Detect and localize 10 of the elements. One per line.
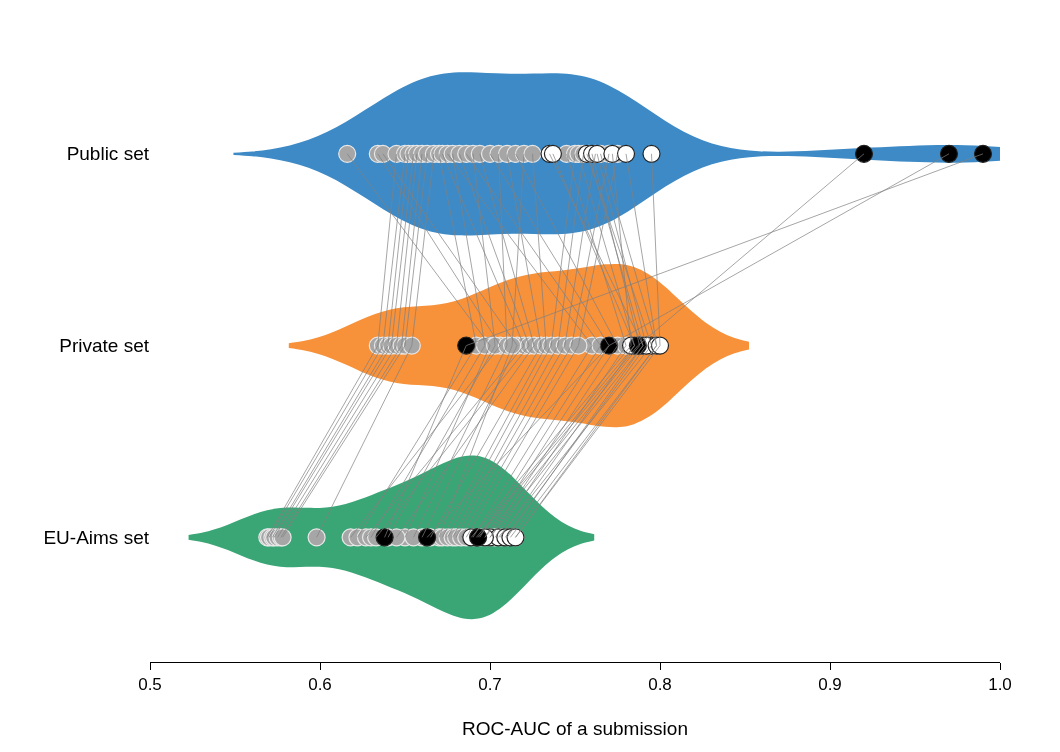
x-axis-title: ROC-AUC of a submission: [462, 718, 688, 740]
x-tick-label: 0.5: [138, 675, 162, 695]
y-tick-label: EU-Aims set: [43, 527, 150, 548]
y-tick-label: Public set: [66, 143, 150, 165]
x-tick-label: 0.8: [648, 675, 672, 695]
y-tick-label: Private set: [59, 335, 150, 357]
x-tick-label: 0.9: [818, 675, 842, 695]
x-tick-label: 1.0: [988, 675, 1012, 695]
x-tick-label: 0.7: [478, 675, 502, 695]
x-tick-label: 0.6: [308, 675, 332, 695]
